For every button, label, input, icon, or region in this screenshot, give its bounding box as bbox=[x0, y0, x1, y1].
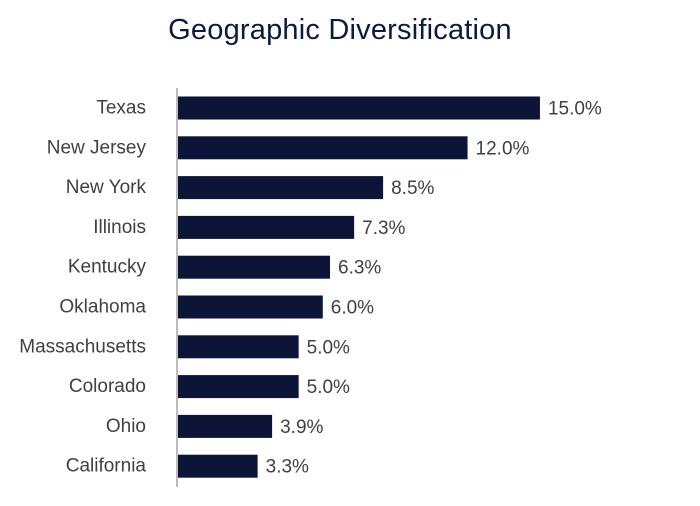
value-label: 5.0% bbox=[307, 377, 350, 398]
chart-title: Geographic Diversification bbox=[168, 14, 512, 46]
category-label: California bbox=[66, 456, 147, 477]
bar bbox=[178, 136, 468, 160]
category-label: New Jersey bbox=[47, 137, 147, 158]
category-label: Texas bbox=[96, 98, 146, 119]
value-label: 6.3% bbox=[338, 258, 381, 279]
category-label: Massachusetts bbox=[19, 336, 146, 357]
bar bbox=[178, 295, 323, 319]
value-label: 12.0% bbox=[476, 138, 530, 159]
value-label: 15.0% bbox=[548, 99, 602, 120]
value-label: 8.5% bbox=[391, 178, 434, 199]
value-label: 5.0% bbox=[307, 337, 350, 358]
value-label: 3.3% bbox=[266, 457, 309, 478]
bar bbox=[178, 454, 258, 478]
bar bbox=[178, 335, 299, 359]
bar bbox=[178, 215, 355, 239]
value-label: 3.9% bbox=[280, 417, 323, 438]
value-label: 6.0% bbox=[331, 298, 374, 319]
category-label: New York bbox=[66, 177, 147, 198]
bar bbox=[178, 255, 331, 279]
value-label: 7.3% bbox=[362, 218, 405, 239]
bar bbox=[178, 176, 384, 200]
category-label: Kentucky bbox=[68, 257, 147, 278]
category-label: Illinois bbox=[93, 217, 146, 238]
bar bbox=[178, 375, 299, 399]
bar bbox=[178, 96, 540, 120]
bar bbox=[178, 414, 273, 438]
category-label: Colorado bbox=[69, 376, 146, 397]
category-label: Ohio bbox=[106, 416, 146, 437]
category-label: Oklahoma bbox=[59, 297, 146, 318]
